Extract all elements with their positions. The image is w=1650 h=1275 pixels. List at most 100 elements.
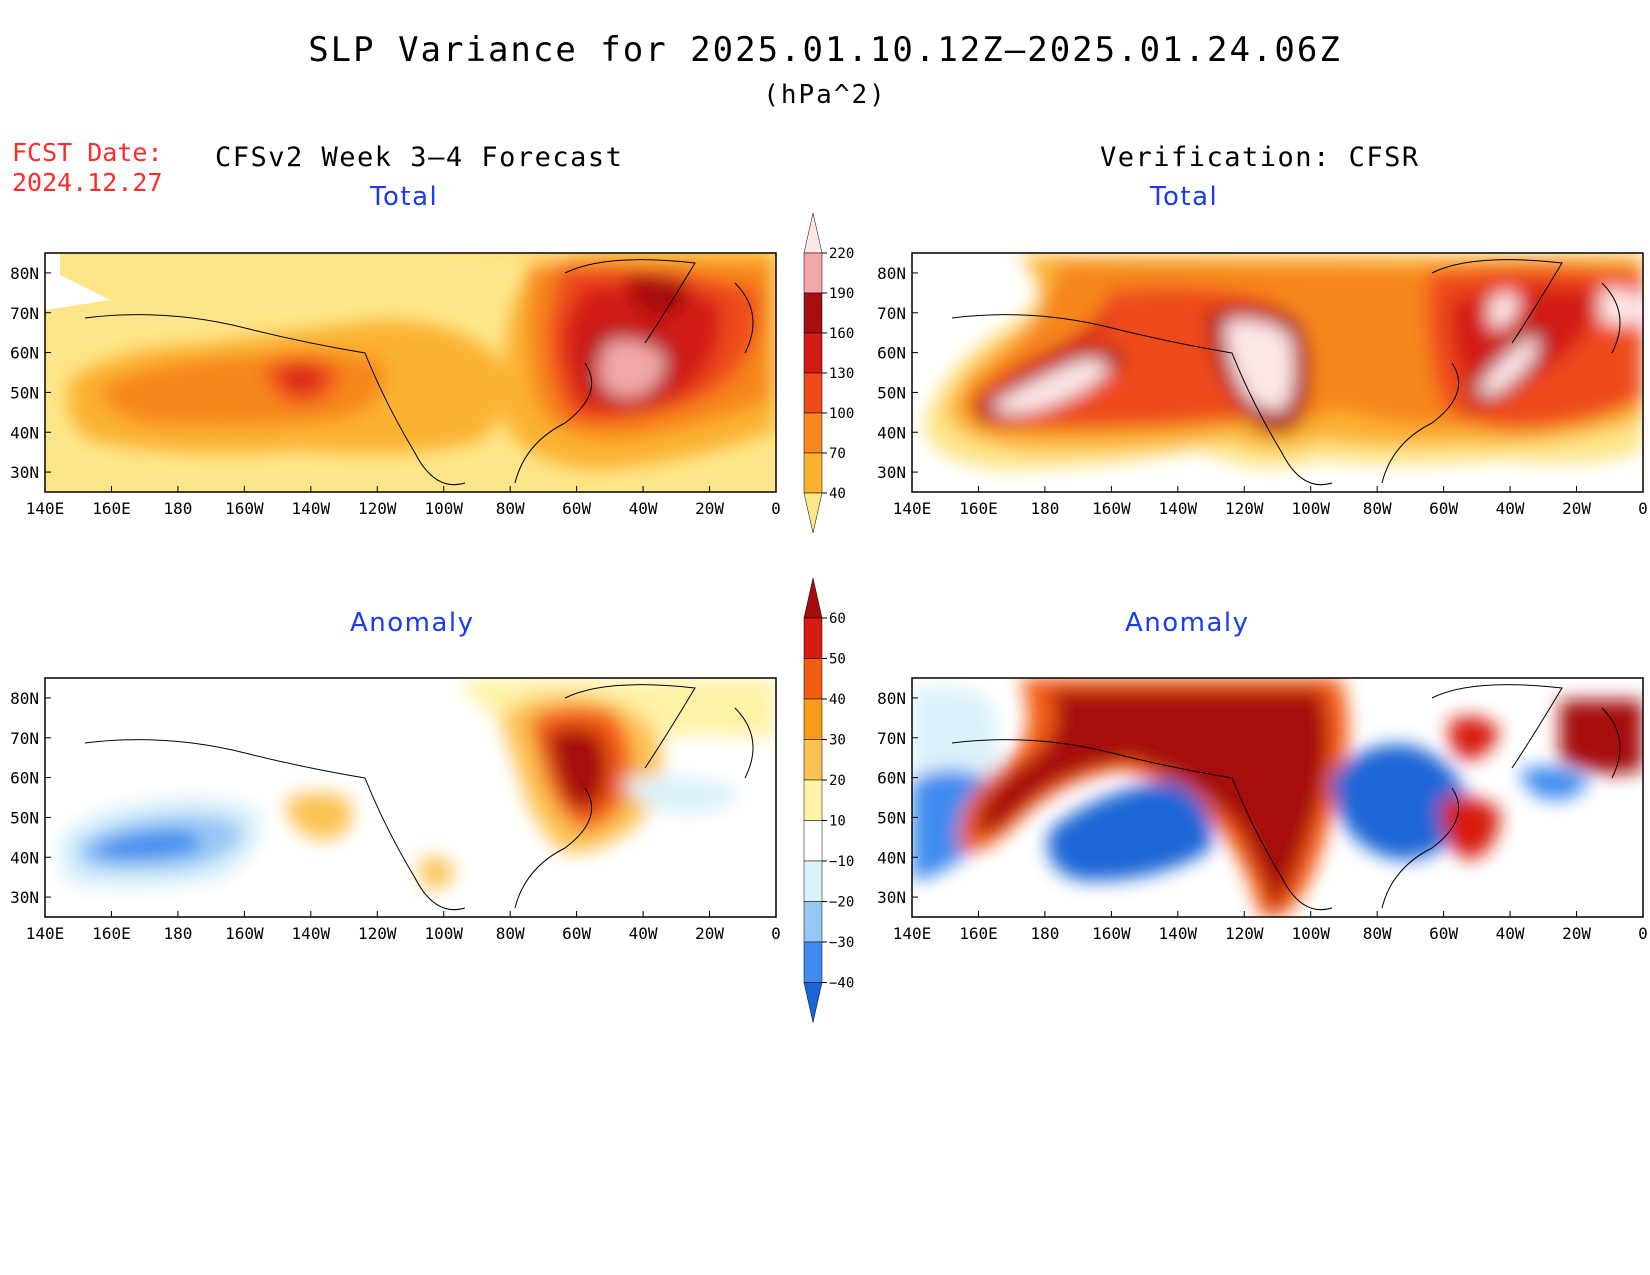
total-colorbar-top-tip (803, 212, 823, 254)
anomaly-colorbar-label: 60 (829, 611, 846, 627)
y-tick-label: 60N (10, 344, 39, 363)
x-tick-label: 20W (1562, 499, 1591, 518)
x-tick-label: 160E (92, 499, 131, 518)
x-tick-label: 180 (1030, 499, 1059, 518)
anomaly-colorbar-top-tip (803, 577, 823, 619)
anomaly-colorbar-label: 40 (829, 692, 846, 708)
x-tick-label: 100W (424, 499, 463, 518)
x-tick-label: 80W (496, 499, 525, 518)
anomaly-colorbar-segment (803, 901, 823, 943)
x-tick-label: 140W (1159, 499, 1198, 518)
x-tick-label: 140E (893, 924, 932, 943)
y-tick-label: 80N (877, 264, 906, 283)
anomaly-colorbar-segment (803, 820, 823, 862)
x-tick-label: 40W (1496, 499, 1525, 518)
coastline (951, 259, 1621, 486)
y-tick-label: 70N (877, 304, 906, 323)
anomaly-colorbar-segment (803, 779, 823, 821)
y-tick-label: 70N (877, 729, 906, 748)
panel-forecast-anomaly-field (45, 678, 776, 917)
y-tick-label: 30N (10, 463, 39, 482)
anomaly-colorbar-segment (803, 860, 823, 902)
y-tick-label: 40N (877, 848, 906, 867)
anomaly-colorbar-label: 50 (829, 652, 846, 668)
anomaly-colorbar-label: 10 (829, 814, 846, 830)
y-tick-label: 50N (10, 383, 39, 402)
panel-title-forecast-anomaly: Anomaly (350, 608, 475, 638)
y-tick-label: 80N (10, 264, 39, 283)
x-tick-label: 100W (424, 924, 463, 943)
x-tick-label: 40W (629, 924, 658, 943)
y-tick-label: 70N (10, 729, 39, 748)
x-tick-label: 140E (26, 499, 65, 518)
fcst-date-label: FCST Date: (12, 138, 163, 167)
main-title: SLP Variance for 2025.01.10.12Z–2025.01.… (308, 30, 1342, 70)
x-tick-label: 140W (292, 924, 331, 943)
y-tick-label: 30N (877, 888, 906, 907)
x-tick-label: 60W (1429, 499, 1458, 518)
x-tick-label: 140W (1159, 924, 1198, 943)
x-tick-label: 160E (959, 924, 998, 943)
x-tick-label: 20W (695, 924, 724, 943)
anomaly-colorbar-segment (803, 941, 823, 983)
y-tick-label: 40N (10, 848, 39, 867)
y-tick-label: 60N (877, 344, 906, 363)
y-tick-label: 50N (10, 808, 39, 827)
total-colorbar-bottom-tip (803, 492, 823, 534)
total-colorbar-label: 70 (829, 446, 846, 462)
panel-title-verification-total: Total (1150, 182, 1219, 212)
x-tick-label: 160E (92, 924, 131, 943)
x-tick-label: 60W (1429, 924, 1458, 943)
total-colorbar-segment (803, 412, 823, 454)
x-tick-label: 0 (1638, 924, 1648, 943)
x-tick-label: 0 (771, 499, 781, 518)
anomaly-colorbar-label: −20 (829, 895, 854, 911)
x-tick-label: 0 (771, 924, 781, 943)
x-tick-label: 60W (562, 499, 591, 518)
panel-title-forecast-total: Total (370, 182, 439, 212)
y-tick-label: 80N (877, 689, 906, 708)
fcst-date-value: 2024.12.27 (12, 168, 163, 197)
panel-verification-total-field (912, 253, 1643, 492)
anomaly-colorbar-segment (803, 658, 823, 700)
x-tick-label: 80W (1363, 499, 1392, 518)
x-tick-label: 60W (562, 924, 591, 943)
panel-verification-anomaly-field (912, 678, 1643, 917)
y-tick-label: 50N (877, 383, 906, 402)
total-colorbar-label: 190 (829, 286, 854, 302)
x-tick-label: 0 (1638, 499, 1648, 518)
anomaly-colorbar-label: 20 (829, 773, 846, 789)
total-colorbar-label: 160 (829, 326, 854, 342)
anomaly-colorbar-segment (803, 698, 823, 740)
x-tick-label: 160W (225, 499, 264, 518)
x-tick-label: 140E (26, 924, 65, 943)
y-tick-label: 40N (877, 423, 906, 442)
panel-forecast-total-field (45, 253, 776, 492)
x-tick-label: 180 (163, 499, 192, 518)
panel-title-verification-anomaly: Anomaly (1125, 608, 1250, 638)
map-frame (44, 677, 777, 918)
map-frame (911, 677, 1644, 918)
anomaly-colorbar-label: −40 (829, 976, 854, 992)
x-tick-label: 160W (1092, 499, 1131, 518)
anomaly-colorbar-label: −10 (829, 854, 854, 870)
anomaly-colorbar-segment (803, 617, 823, 659)
x-tick-label: 40W (1496, 924, 1525, 943)
total-colorbar-label: 40 (829, 486, 846, 502)
y-tick-label: 40N (10, 423, 39, 442)
units-label: (hPa^2) (763, 80, 887, 110)
total-colorbar-segment (803, 292, 823, 334)
x-tick-label: 140W (292, 499, 331, 518)
total-colorbar-label: 100 (829, 406, 854, 422)
x-tick-label: 120W (358, 924, 397, 943)
anomaly-colorbar-label: 30 (829, 733, 846, 749)
x-tick-label: 160W (1092, 924, 1131, 943)
y-tick-label: 50N (877, 808, 906, 827)
forecast-heading: CFSv2 Week 3–4 Forecast (215, 142, 624, 173)
x-tick-label: 120W (358, 499, 397, 518)
coastline (84, 259, 754, 486)
x-tick-label: 160W (225, 924, 264, 943)
anomaly-colorbar-label: −30 (829, 935, 854, 951)
x-tick-label: 120W (1225, 924, 1264, 943)
